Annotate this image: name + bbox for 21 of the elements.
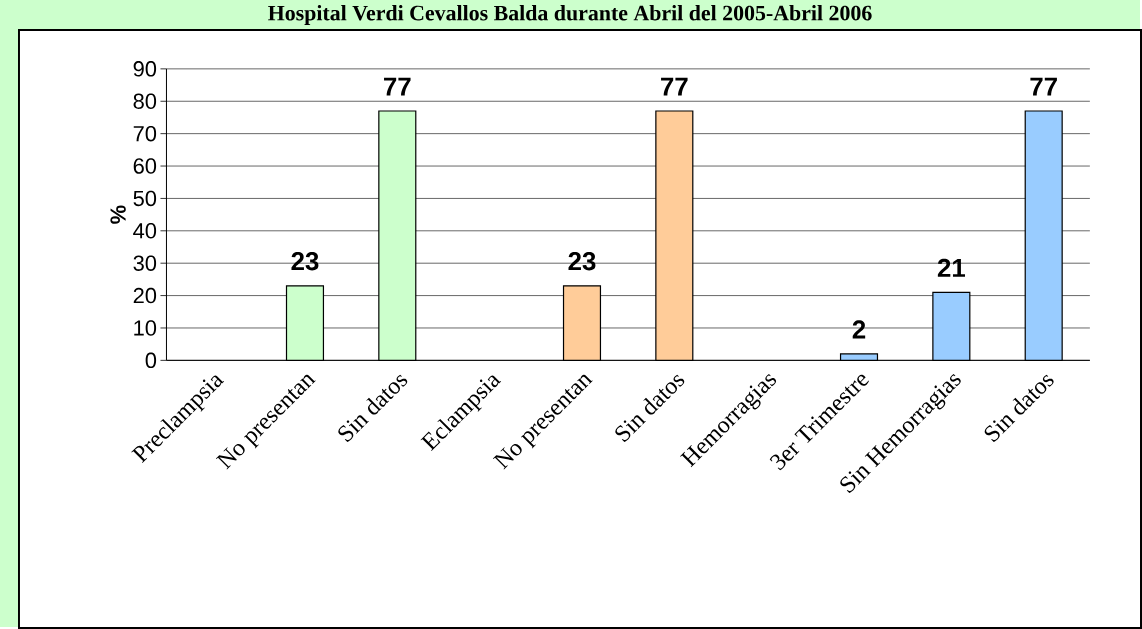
y-tick-label: 70 <box>133 125 157 142</box>
data-label: 77 <box>661 77 688 96</box>
y-tick-label: 0 <box>145 352 157 369</box>
data-label: 77 <box>1030 77 1057 96</box>
y-tick-label: 60 <box>133 158 157 174</box>
y-tick-label: 20 <box>133 287 157 304</box>
data-label: 2 <box>852 320 866 339</box>
chart-title: Hospital Verdi Cevallos Balda durante Abril del 2005-Abril 2006 <box>268 5 872 25</box>
y-tick-label: 90 <box>133 61 157 77</box>
y-tick-label: 40 <box>133 223 157 239</box>
y-tick-label: 30 <box>133 255 157 271</box>
y-tick-label: 50 <box>133 190 157 207</box>
x-tick-label: Sin datos <box>338 374 408 442</box>
y-tick-label: 10 <box>134 320 157 336</box>
data-label: 21 <box>937 258 966 277</box>
data-label: 23 <box>291 252 319 271</box>
y-axis-title: % <box>110 205 126 224</box>
data-label: 77 <box>384 77 411 96</box>
y-tick-label: 80 <box>133 93 157 110</box>
x-tick-label: Sin datos <box>984 374 1054 442</box>
data-label: 23 <box>568 252 596 271</box>
